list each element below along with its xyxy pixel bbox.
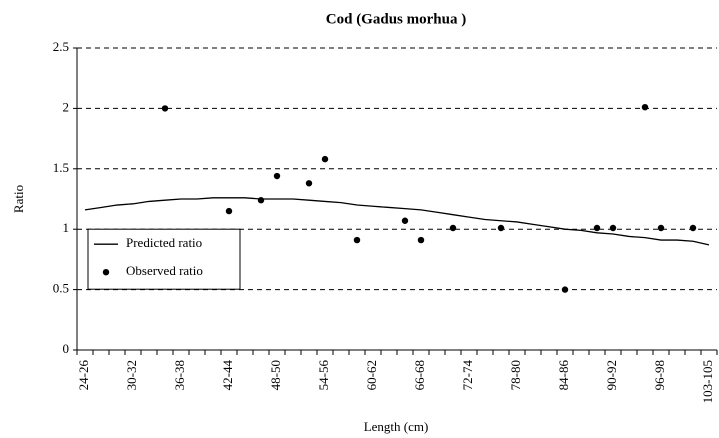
observed-point bbox=[225, 207, 233, 215]
observed-point bbox=[161, 105, 169, 112]
observed-point bbox=[257, 197, 265, 204]
y-tick-label: 0.5 bbox=[53, 281, 69, 296]
x-tick-label: 90-92 bbox=[604, 360, 619, 390]
y-axis-label: Ratio bbox=[11, 185, 26, 213]
x-tick-label: 66-68 bbox=[412, 360, 427, 390]
x-tick-label: 54-56 bbox=[316, 360, 331, 391]
legend-label: Observed ratio bbox=[126, 263, 203, 278]
predicted-line bbox=[84, 197, 710, 246]
observed-point bbox=[321, 155, 329, 163]
observed-point bbox=[497, 224, 505, 232]
observed-point bbox=[353, 236, 361, 244]
x-tick-label: 78-80 bbox=[508, 360, 523, 390]
x-tick-label: 60-62 bbox=[364, 360, 379, 390]
y-tick-label: 1 bbox=[63, 220, 70, 235]
y-tick-label: 2.5 bbox=[53, 39, 69, 54]
x-axis-label: Length (cm) bbox=[364, 419, 429, 434]
x-tick-label: 84-86 bbox=[556, 360, 571, 391]
observed-point bbox=[593, 224, 601, 232]
x-tick-label: 36-38 bbox=[172, 360, 187, 390]
x-tick-label: 30-32 bbox=[124, 360, 139, 390]
x-tick-label: 24-26 bbox=[76, 360, 91, 391]
observed-point bbox=[609, 224, 617, 232]
x-tick-label: 48-50 bbox=[268, 360, 283, 390]
observed-point bbox=[417, 236, 425, 244]
observed-point bbox=[273, 172, 281, 180]
x-tick-label: 42-44 bbox=[220, 360, 235, 391]
observed-point bbox=[305, 180, 313, 187]
x-tick-label: 96-98 bbox=[652, 360, 667, 390]
y-tick-label: 1.5 bbox=[53, 160, 69, 175]
y-tick-label: 0 bbox=[63, 341, 70, 356]
legend-label: Predicted ratio bbox=[126, 235, 202, 250]
observed-point bbox=[401, 217, 409, 224]
observed-point bbox=[641, 103, 649, 111]
legend-box bbox=[87, 228, 241, 290]
observed-point bbox=[689, 224, 697, 232]
legend-marker bbox=[102, 269, 110, 276]
x-tick-label: 103-105 bbox=[700, 360, 715, 403]
observed-point bbox=[657, 224, 665, 232]
chart-title: Cod (Gadus morhua ) bbox=[326, 11, 466, 27]
observed-point bbox=[449, 224, 457, 232]
x-tick-label: 72-74 bbox=[460, 360, 475, 391]
y-tick-label: 2 bbox=[63, 99, 70, 114]
observed-point bbox=[561, 286, 569, 293]
